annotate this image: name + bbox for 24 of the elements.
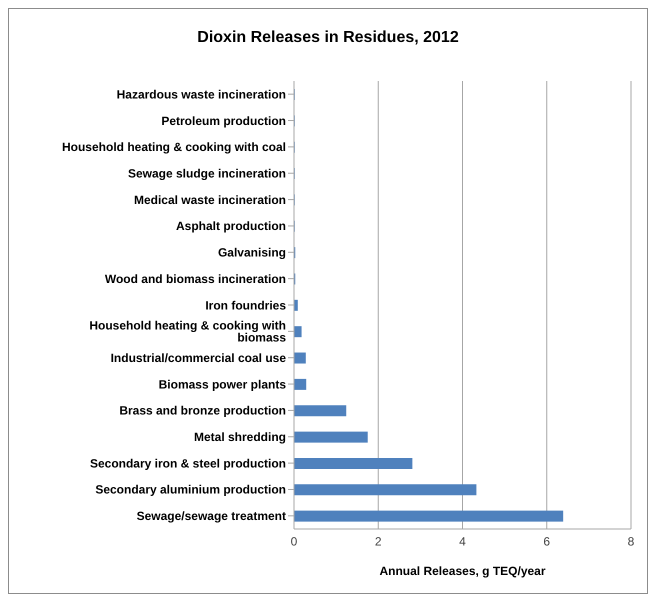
y-tick-label: Iron foundries xyxy=(205,298,286,312)
y-tick-label: Household heating & cooking with coal xyxy=(62,140,286,154)
x-axis-title: Annual Releases, g TEQ/year xyxy=(379,564,546,578)
x-tick-label: 2 xyxy=(374,534,382,549)
y-tick-label: Sewage/sewage treatment xyxy=(136,509,286,524)
x-tick-label: 0 xyxy=(290,534,298,549)
y-tick-label: Galvanising xyxy=(218,246,286,260)
chart-title: Dioxin Releases in Residues, 2012 xyxy=(196,28,460,48)
y-tick-label: Wood and biomass incineration xyxy=(104,272,286,286)
y-tick-label: Brass and bronze production xyxy=(119,404,286,418)
y-tick-label: Medical waste incineration xyxy=(134,192,286,207)
y-tick-label: Petroleum production xyxy=(161,114,286,128)
y-tick-label: Household heating & cooking with biomass xyxy=(89,318,286,345)
y-tick-label: Secondary aluminium production xyxy=(95,482,286,497)
x-tick-label: 8 xyxy=(628,534,635,549)
y-tick-label: Metal shredding xyxy=(194,430,286,444)
y-tick-label: Secondary iron & steel production xyxy=(90,456,286,470)
y-tick-label: Asphalt production xyxy=(176,219,286,234)
x-tick-label: 6 xyxy=(543,534,550,549)
y-tick-label: Industrial/commercial coal use xyxy=(110,350,286,365)
y-tick-label: Biomass power plants xyxy=(158,377,286,392)
y-tick-label: Hazardous waste incineration xyxy=(116,87,286,102)
x-tick-label: 4 xyxy=(459,534,466,549)
y-tick-label: Sewage sludge incineration xyxy=(128,166,286,180)
